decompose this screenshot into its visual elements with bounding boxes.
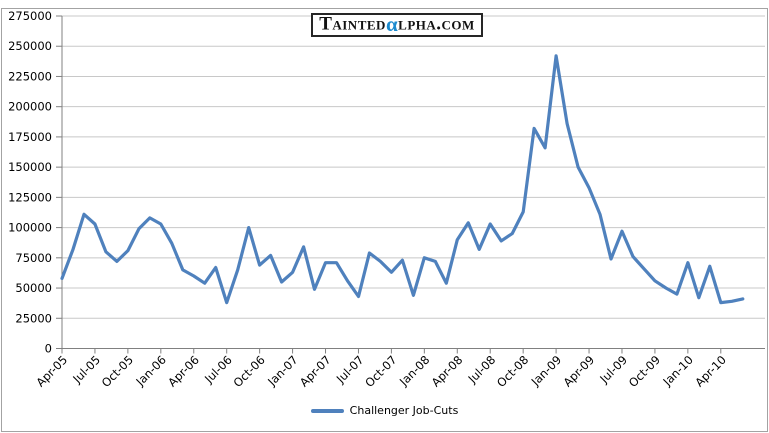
x-tick-label: Jul-08 <box>465 353 499 387</box>
x-tick-label: Oct-09 <box>626 353 663 390</box>
x-tick-label: Jan-08 <box>396 353 432 389</box>
x-tick-label: Apr-10 <box>692 353 729 390</box>
y-tick-label: 125000 <box>8 190 52 204</box>
x-tick-label: Oct-06 <box>231 353 268 390</box>
x-tick-label: Apr-09 <box>560 353 597 390</box>
y-tick-label: 200000 <box>8 100 52 114</box>
y-tick-label: 100000 <box>8 221 52 235</box>
x-tick-label: Apr-07 <box>297 353 334 390</box>
x-tick-label: Oct-07 <box>362 353 399 390</box>
x-tick-label: Jan-10 <box>660 353 696 389</box>
legend: Challenger Job-Cuts <box>0 404 769 417</box>
legend-line-sample <box>310 408 344 413</box>
x-tick-label: Jul-06 <box>201 353 235 387</box>
x-tick-label: Jan-09 <box>528 353 564 389</box>
x-tick-label: Jul-05 <box>69 353 103 387</box>
logo-badge: Taintedαlpha.com <box>311 13 483 37</box>
legend-label: Challenger Job-Cuts <box>349 404 459 417</box>
x-tick-label: Jul-09 <box>596 353 630 387</box>
x-tick-label: Apr-08 <box>429 353 466 390</box>
x-tick-label: Apr-05 <box>33 353 70 390</box>
logo-text-tainted: Tainted <box>319 13 386 35</box>
y-tick-label: 150000 <box>8 160 52 174</box>
y-tick-label: 275000 <box>8 9 52 23</box>
y-tick-label: 50000 <box>15 281 52 295</box>
chart-frame <box>1 8 768 432</box>
logo-alpha-glyph: α <box>385 12 399 36</box>
y-tick-label: 250000 <box>8 39 52 53</box>
x-tick-label: Jan-06 <box>133 353 169 389</box>
y-tick-label: 175000 <box>8 130 52 144</box>
y-tick-label: 0 <box>45 342 52 356</box>
x-tick-label: Oct-05 <box>99 353 136 390</box>
logo-text-lpha-com: lpha.com <box>398 13 475 35</box>
y-tick-label: 25000 <box>15 311 52 325</box>
x-tick-label: Apr-06 <box>165 353 202 390</box>
x-tick-label: Oct-08 <box>494 353 531 390</box>
y-tick-label: 75000 <box>15 251 52 265</box>
y-tick-label: 225000 <box>8 69 52 83</box>
series-line-challenger-job-cuts <box>60 54 745 305</box>
x-tick-label: Jul-07 <box>333 353 367 387</box>
x-tick-label: Jan-07 <box>264 353 300 389</box>
